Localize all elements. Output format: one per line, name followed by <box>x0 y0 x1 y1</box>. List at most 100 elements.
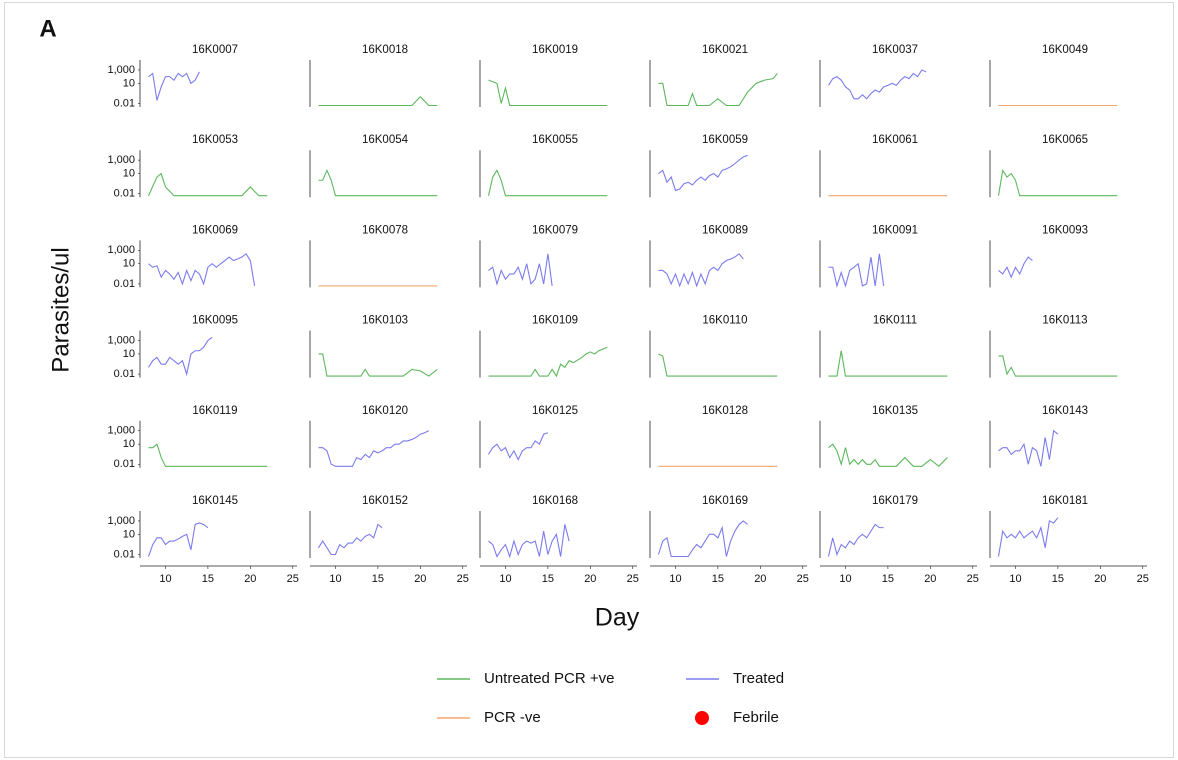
series-line <box>148 71 200 101</box>
x-tick-label: 15 <box>882 573 894 585</box>
series-line <box>148 253 256 287</box>
legend-label: Untreated PCR +ve <box>484 670 614 687</box>
series-line <box>658 73 778 107</box>
series-line <box>148 443 268 467</box>
panel-title: 16K0054 <box>362 134 409 146</box>
series-line <box>318 353 438 377</box>
series-line <box>657 520 748 558</box>
y-tick-label: 0.01 <box>114 278 135 290</box>
series-line <box>488 346 608 378</box>
panel-title: 16K0065 <box>1042 134 1088 146</box>
panel-title: 16K0181 <box>1042 495 1088 507</box>
y-tick-label: 0.01 <box>114 368 135 380</box>
series-line <box>658 353 778 377</box>
series-line <box>828 253 885 289</box>
series-line <box>488 79 608 107</box>
series-line <box>998 256 1033 279</box>
y-tick-label: 0.01 <box>114 188 135 200</box>
x-tick-label: 15 <box>542 573 554 585</box>
y-tick-label: 1,000 <box>107 334 135 346</box>
series-line <box>658 253 744 288</box>
panel-title: 16K0152 <box>362 495 408 507</box>
panel-title: 16K0055 <box>532 134 578 146</box>
series-line <box>828 69 927 100</box>
panel-title: 16K0007 <box>192 44 238 56</box>
panel-title: 16K0111 <box>873 315 917 327</box>
panel-title: 16K0019 <box>532 44 578 56</box>
series-line <box>658 154 748 192</box>
legend-label: Treated <box>733 670 784 687</box>
y-tick-label: 1,000 <box>107 515 135 527</box>
x-tick-label: 10 <box>329 573 341 585</box>
x-tick-label: 20 <box>584 573 596 585</box>
series-line <box>318 523 383 556</box>
legend-label: PCR -ve <box>484 709 541 726</box>
panel-title: 16K0103 <box>362 315 408 327</box>
x-tick-label: 10 <box>839 573 851 585</box>
panel-title: 16K0120 <box>362 405 408 417</box>
y-tick-label: 1,000 <box>107 244 135 256</box>
series-line <box>997 517 1059 557</box>
y-axis-label: Parasites/ul <box>47 247 74 372</box>
panel-title: 16K0128 <box>702 405 748 417</box>
panel-title: 16K0049 <box>1042 44 1088 56</box>
y-tick-label: 10 <box>123 77 135 89</box>
panel-title: 16K0110 <box>702 315 747 327</box>
y-tick-label: 10 <box>123 348 135 360</box>
panel-title: 16K0059 <box>702 134 748 146</box>
series-line <box>318 168 438 197</box>
panel-title: 16K0179 <box>872 495 918 507</box>
y-tick-label: 1,000 <box>107 154 135 166</box>
series-line <box>828 443 948 468</box>
panel-title: 16K0109 <box>532 315 578 327</box>
y-tick-label: 10 <box>123 438 135 450</box>
legend-label: Febrile <box>733 709 779 726</box>
panel-label: A <box>39 15 56 42</box>
x-tick-label: 25 <box>287 573 299 585</box>
series-line <box>147 172 268 197</box>
panel-title: 16K0143 <box>1042 405 1088 417</box>
panel-title: 16K0037 <box>872 44 918 56</box>
x-tick-label: 10 <box>499 573 511 585</box>
panel-title: 16K0069 <box>192 224 238 236</box>
x-tick-label: 20 <box>924 573 936 585</box>
series-line <box>998 355 1118 377</box>
series-line <box>147 522 209 557</box>
x-tick-label: 15 <box>372 573 384 585</box>
y-tick-label: 0.01 <box>114 458 135 470</box>
panel-title: 16K0078 <box>362 224 408 236</box>
x-tick-label: 10 <box>669 573 681 585</box>
panel-title: 16K0113 <box>1042 315 1087 327</box>
series-line <box>148 336 213 377</box>
series-line <box>488 432 549 461</box>
panel-title: 16K0145 <box>192 495 238 507</box>
panel-title: 16K0125 <box>532 405 578 417</box>
x-axis-label: Day <box>595 604 640 632</box>
x-tick-label: 25 <box>627 573 639 585</box>
x-tick-label: 20 <box>1094 573 1106 585</box>
series-line <box>318 430 430 467</box>
panel-title: 16K0089 <box>702 224 748 236</box>
x-tick-label: 25 <box>457 573 469 585</box>
x-tick-label: 15 <box>712 573 724 585</box>
panel-title: 16K0169 <box>702 495 748 507</box>
x-tick-label: 20 <box>244 573 256 585</box>
y-tick-label: 0.01 <box>114 548 135 560</box>
x-tick-label: 10 <box>159 573 171 585</box>
series-line <box>318 95 438 107</box>
series-line <box>828 350 948 377</box>
panel-title: 16K0053 <box>192 134 238 146</box>
series-line <box>488 524 570 559</box>
y-tick-label: 1,000 <box>107 425 135 437</box>
x-tick-label: 15 <box>1052 573 1064 585</box>
y-tick-label: 0.01 <box>114 97 135 109</box>
x-tick-label: 25 <box>967 573 979 585</box>
panel-title: 16K0135 <box>872 405 918 417</box>
panel-title: 16K0018 <box>362 44 408 56</box>
y-tick-label: 10 <box>123 167 135 179</box>
series-line <box>488 253 553 286</box>
panel-title: 16K0119 <box>192 405 237 417</box>
x-tick-label: 15 <box>202 573 214 585</box>
